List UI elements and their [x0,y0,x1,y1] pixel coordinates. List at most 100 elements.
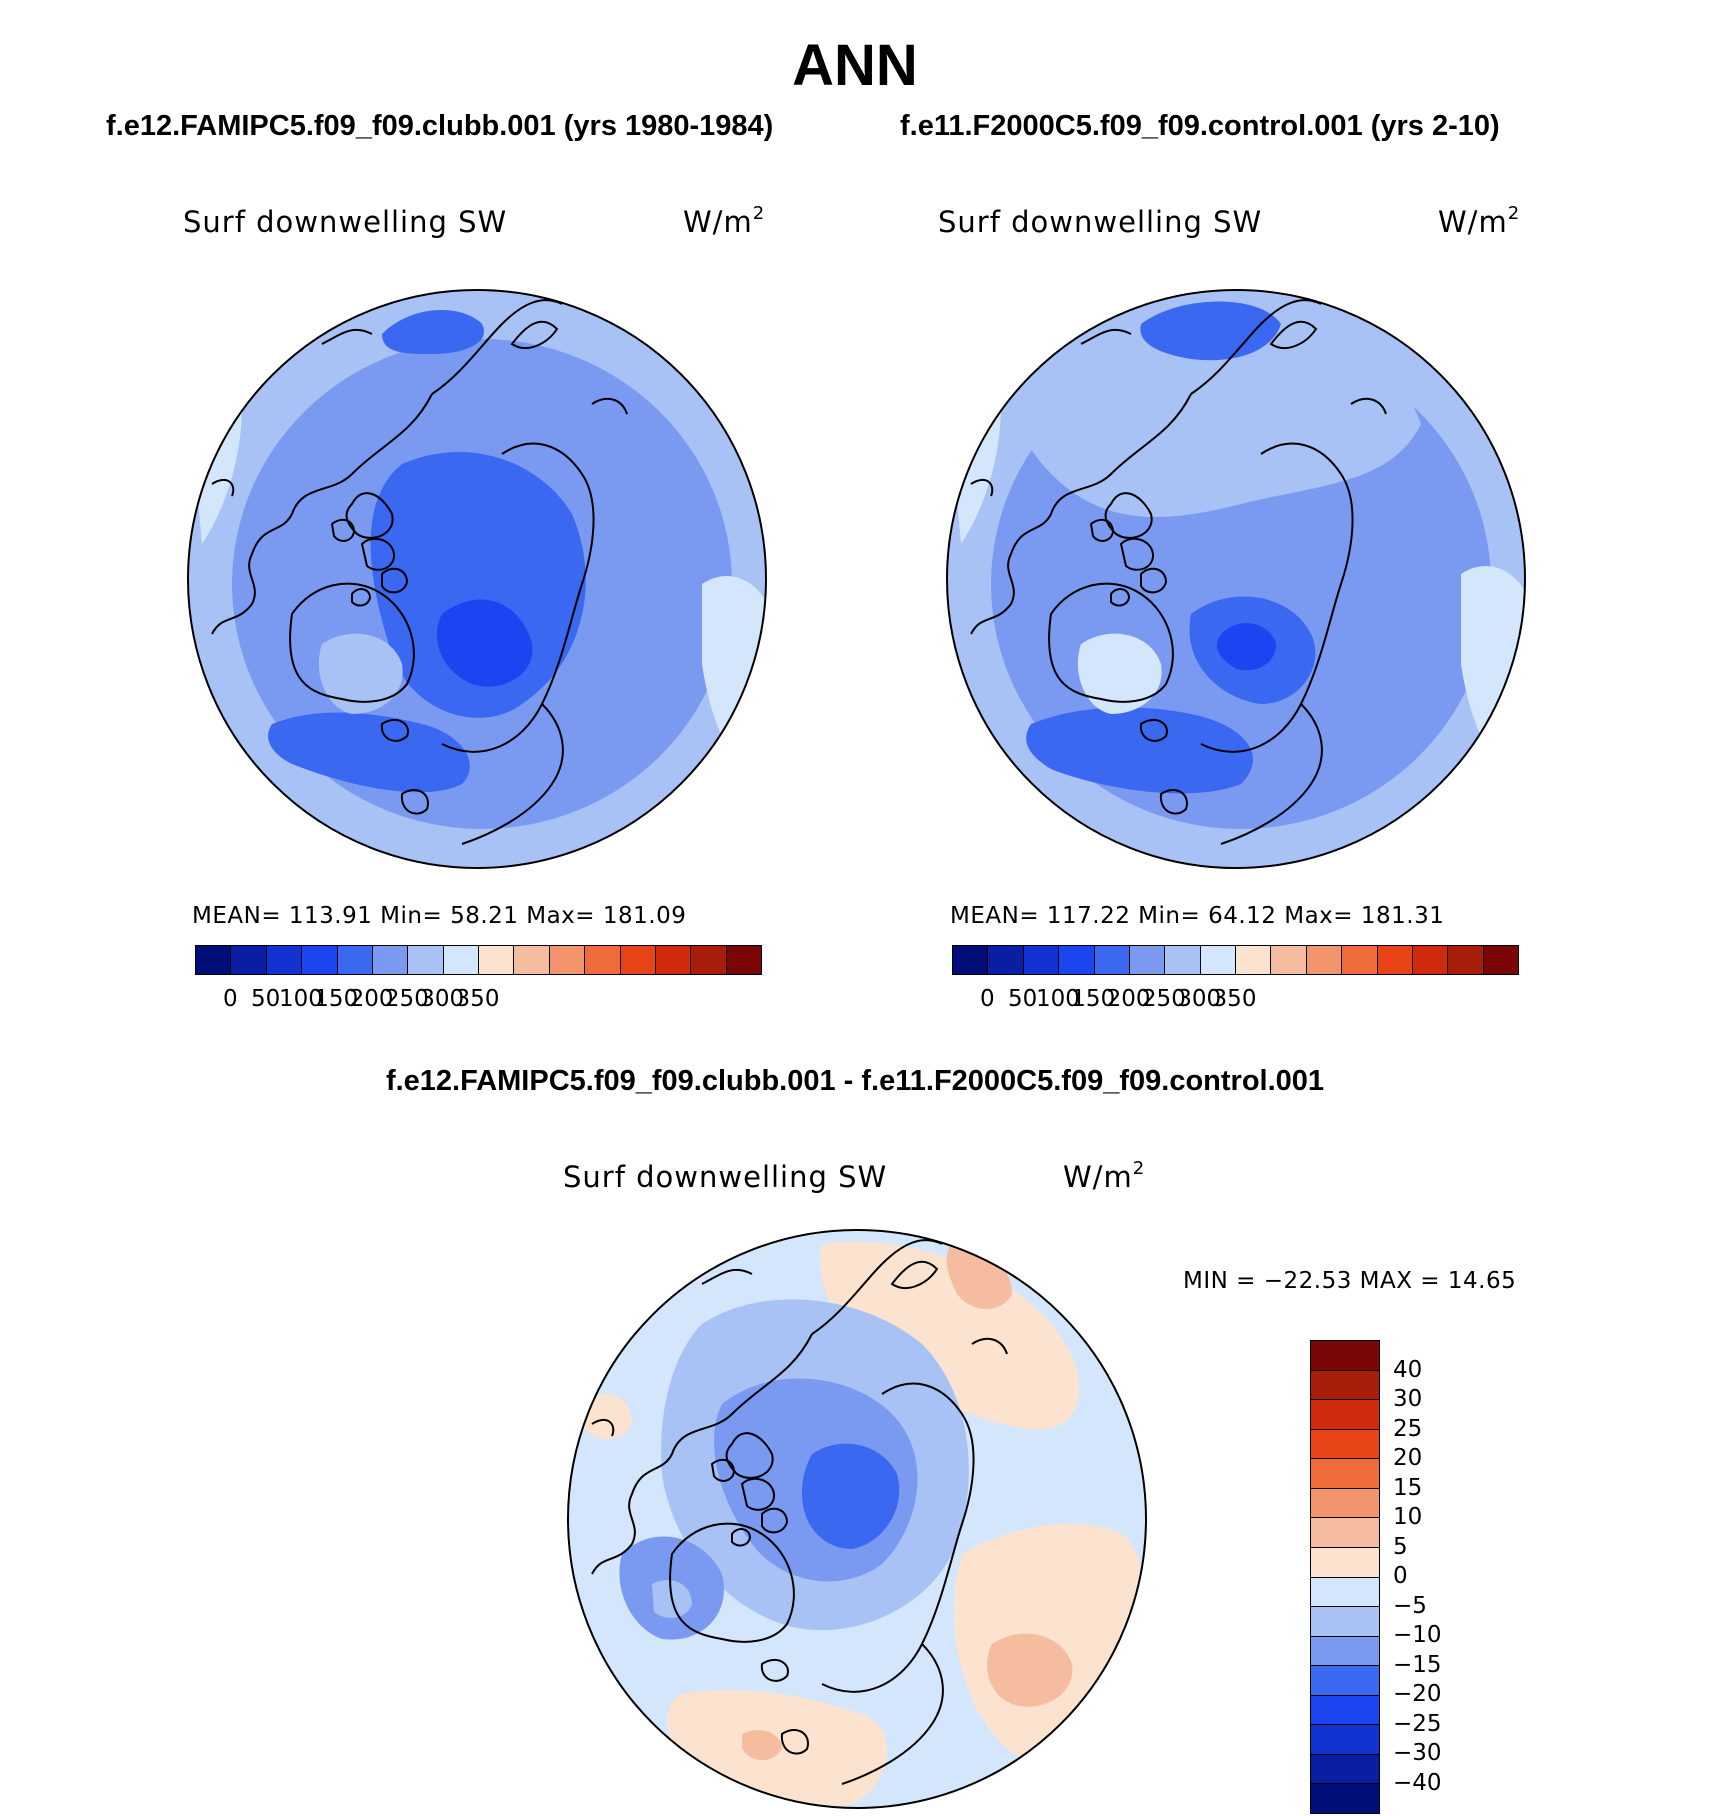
left-polar-map [187,289,767,869]
colorbar-swatch [1311,1666,1379,1696]
left-units: W/m2 [683,203,766,239]
colorbar-swatch [196,946,232,974]
colorbar-swatch [1448,946,1484,974]
colorbar-swatch [231,946,267,974]
right-field-label: Surf downwelling SW [938,205,1263,239]
colorbar-swatch [691,946,727,974]
colorbar-tick-label: 150 [1071,986,1116,1012]
colorbar-tick-label: 25 [1393,1415,1423,1442]
colorbar-swatch [1306,946,1343,974]
colorbar-swatch [302,946,338,974]
colorbar-swatch [1311,1607,1379,1637]
colorbar-tick-label: 0 [979,986,995,1012]
colorbar-swatch [337,946,373,974]
colorbar-tick-label: 20 [1393,1445,1423,1471]
colorbar-swatch [1311,1725,1379,1755]
diff-units: W/m2 [1063,1158,1146,1194]
colorbar-tick-label: 10 [1393,1504,1423,1530]
colorbar-tick-label: 100 [1035,986,1080,1012]
colorbar-tick-label: −20 [1393,1681,1442,1707]
colorbar-tick-label: 350 [455,986,500,1012]
colorbar-swatch [1200,946,1236,974]
colorbar-swatch [1236,946,1272,974]
colorbar-swatch [549,946,586,974]
difference-panel-title: f.e12.FAMIPC5.f09_f09.clubb.001 - f.e11.… [385,1065,1325,1097]
colorbar-swatch [372,946,409,974]
colorbar-swatch [1311,1636,1379,1667]
colorbar-swatch [1311,1784,1379,1813]
colorbar-swatch [1311,1488,1379,1519]
colorbar-swatch [1311,1370,1379,1401]
colorbar-swatch [953,946,989,974]
colorbar-swatch [1311,1341,1379,1371]
left-field-label: Surf downwelling SW [183,205,508,239]
colorbar-tick-label: 15 [1393,1474,1423,1501]
colorbar-tick-label: 300 [1177,986,1222,1012]
colorbar-swatch [988,946,1024,974]
diff-colorbar-ticks: 40 30 25 20 15 10 5 0 −5 −10 −15 −20 −25 −30 −40 [1393,1340,1513,1812]
colorbar-swatch [1311,1400,1379,1430]
colorbar-swatch [585,946,621,974]
colorbar-tick-label: 150 [314,986,359,1012]
colorbar-tick-label: −10 [1393,1622,1442,1648]
diff-field-label: Surf downwelling SW [563,1160,888,1194]
colorbar-tick-label: 40 [1393,1356,1423,1383]
colorbar-swatch [1094,946,1130,974]
right-polar-map [946,289,1526,869]
colorbar-tick-label: 0 [222,986,238,1012]
colorbar-swatch [1311,1577,1379,1608]
colorbar-swatch [1059,946,1095,974]
colorbar-tick-label: 200 [349,986,394,1012]
colorbar-tick-label: −30 [1393,1740,1442,1766]
colorbar-tick-label: 50 [1007,986,1038,1012]
right-units: W/m2 [1438,203,1521,239]
colorbar-tick-label: 350 [1212,986,1257,1012]
colorbar-swatch [1311,1459,1379,1489]
colorbar-swatch [655,946,692,974]
colorbar-swatch [1271,946,1307,974]
diff-stats: MIN = −22.53 MAX = 14.65 [1183,1268,1517,1294]
colorbar-swatch [1342,946,1378,974]
colorbar-swatch [1483,946,1518,974]
difference-polar-map [567,1229,1147,1809]
colorbar-tick-label: 5 [1393,1533,1408,1560]
colorbar-swatch [479,946,515,974]
left-stats: MEAN= 113.91 Min= 58.21 Max= 181.09 [192,903,687,929]
colorbar-tick-label: 250 [1141,986,1186,1012]
left-colorbar-ticks: 0 50 100 150 200 250 300 350 [195,986,760,1016]
colorbar-swatch [1412,946,1449,974]
colorbar-tick-label: 200 [1106,986,1151,1012]
colorbar-swatch [1311,1518,1379,1548]
colorbar-tick-label: 30 [1393,1386,1423,1412]
main-title: ANN [792,33,918,98]
right-colorbar [952,945,1519,975]
colorbar-swatch [1311,1429,1379,1460]
colorbar-tick-label: −15 [1393,1651,1442,1678]
colorbar-tick-label: 250 [384,986,429,1012]
colorbar-swatch [266,946,303,974]
right-panel-title: f.e11.F2000C5.f09_f09.control.001 (yrs 2… [900,110,1500,142]
colorbar-swatch [1311,1695,1379,1726]
colorbar-swatch [1377,946,1413,974]
colorbar-swatch [1311,1754,1379,1785]
colorbar-swatch [514,946,550,974]
colorbar-swatch [408,946,444,974]
colorbar-tick-label: 50 [250,986,281,1012]
right-stats: MEAN= 117.22 Min= 64.12 Max= 181.31 [950,903,1445,929]
colorbar-swatch [1311,1547,1379,1578]
colorbar-tick-label: 100 [278,986,323,1012]
colorbar-swatch [443,946,479,974]
colorbar-tick-label: 300 [420,986,465,1012]
colorbar-tick-label: −25 [1393,1710,1442,1737]
colorbar-swatch [1023,946,1060,974]
colorbar-tick-label: 0 [1393,1563,1408,1589]
colorbar-tick-label: −5 [1393,1592,1427,1619]
colorbar-swatch [620,946,656,974]
diff-colorbar [1310,1340,1380,1814]
colorbar-swatch [1129,946,1166,974]
colorbar-tick-label: −40 [1393,1769,1442,1796]
left-colorbar [195,945,762,975]
colorbar-swatch [1165,946,1201,974]
right-colorbar-ticks: 0 50 100 150 200 250 300 350 [952,986,1517,1016]
left-panel-title: f.e12.FAMIPC5.f09_f09.clubb.001 (yrs 198… [106,110,774,142]
